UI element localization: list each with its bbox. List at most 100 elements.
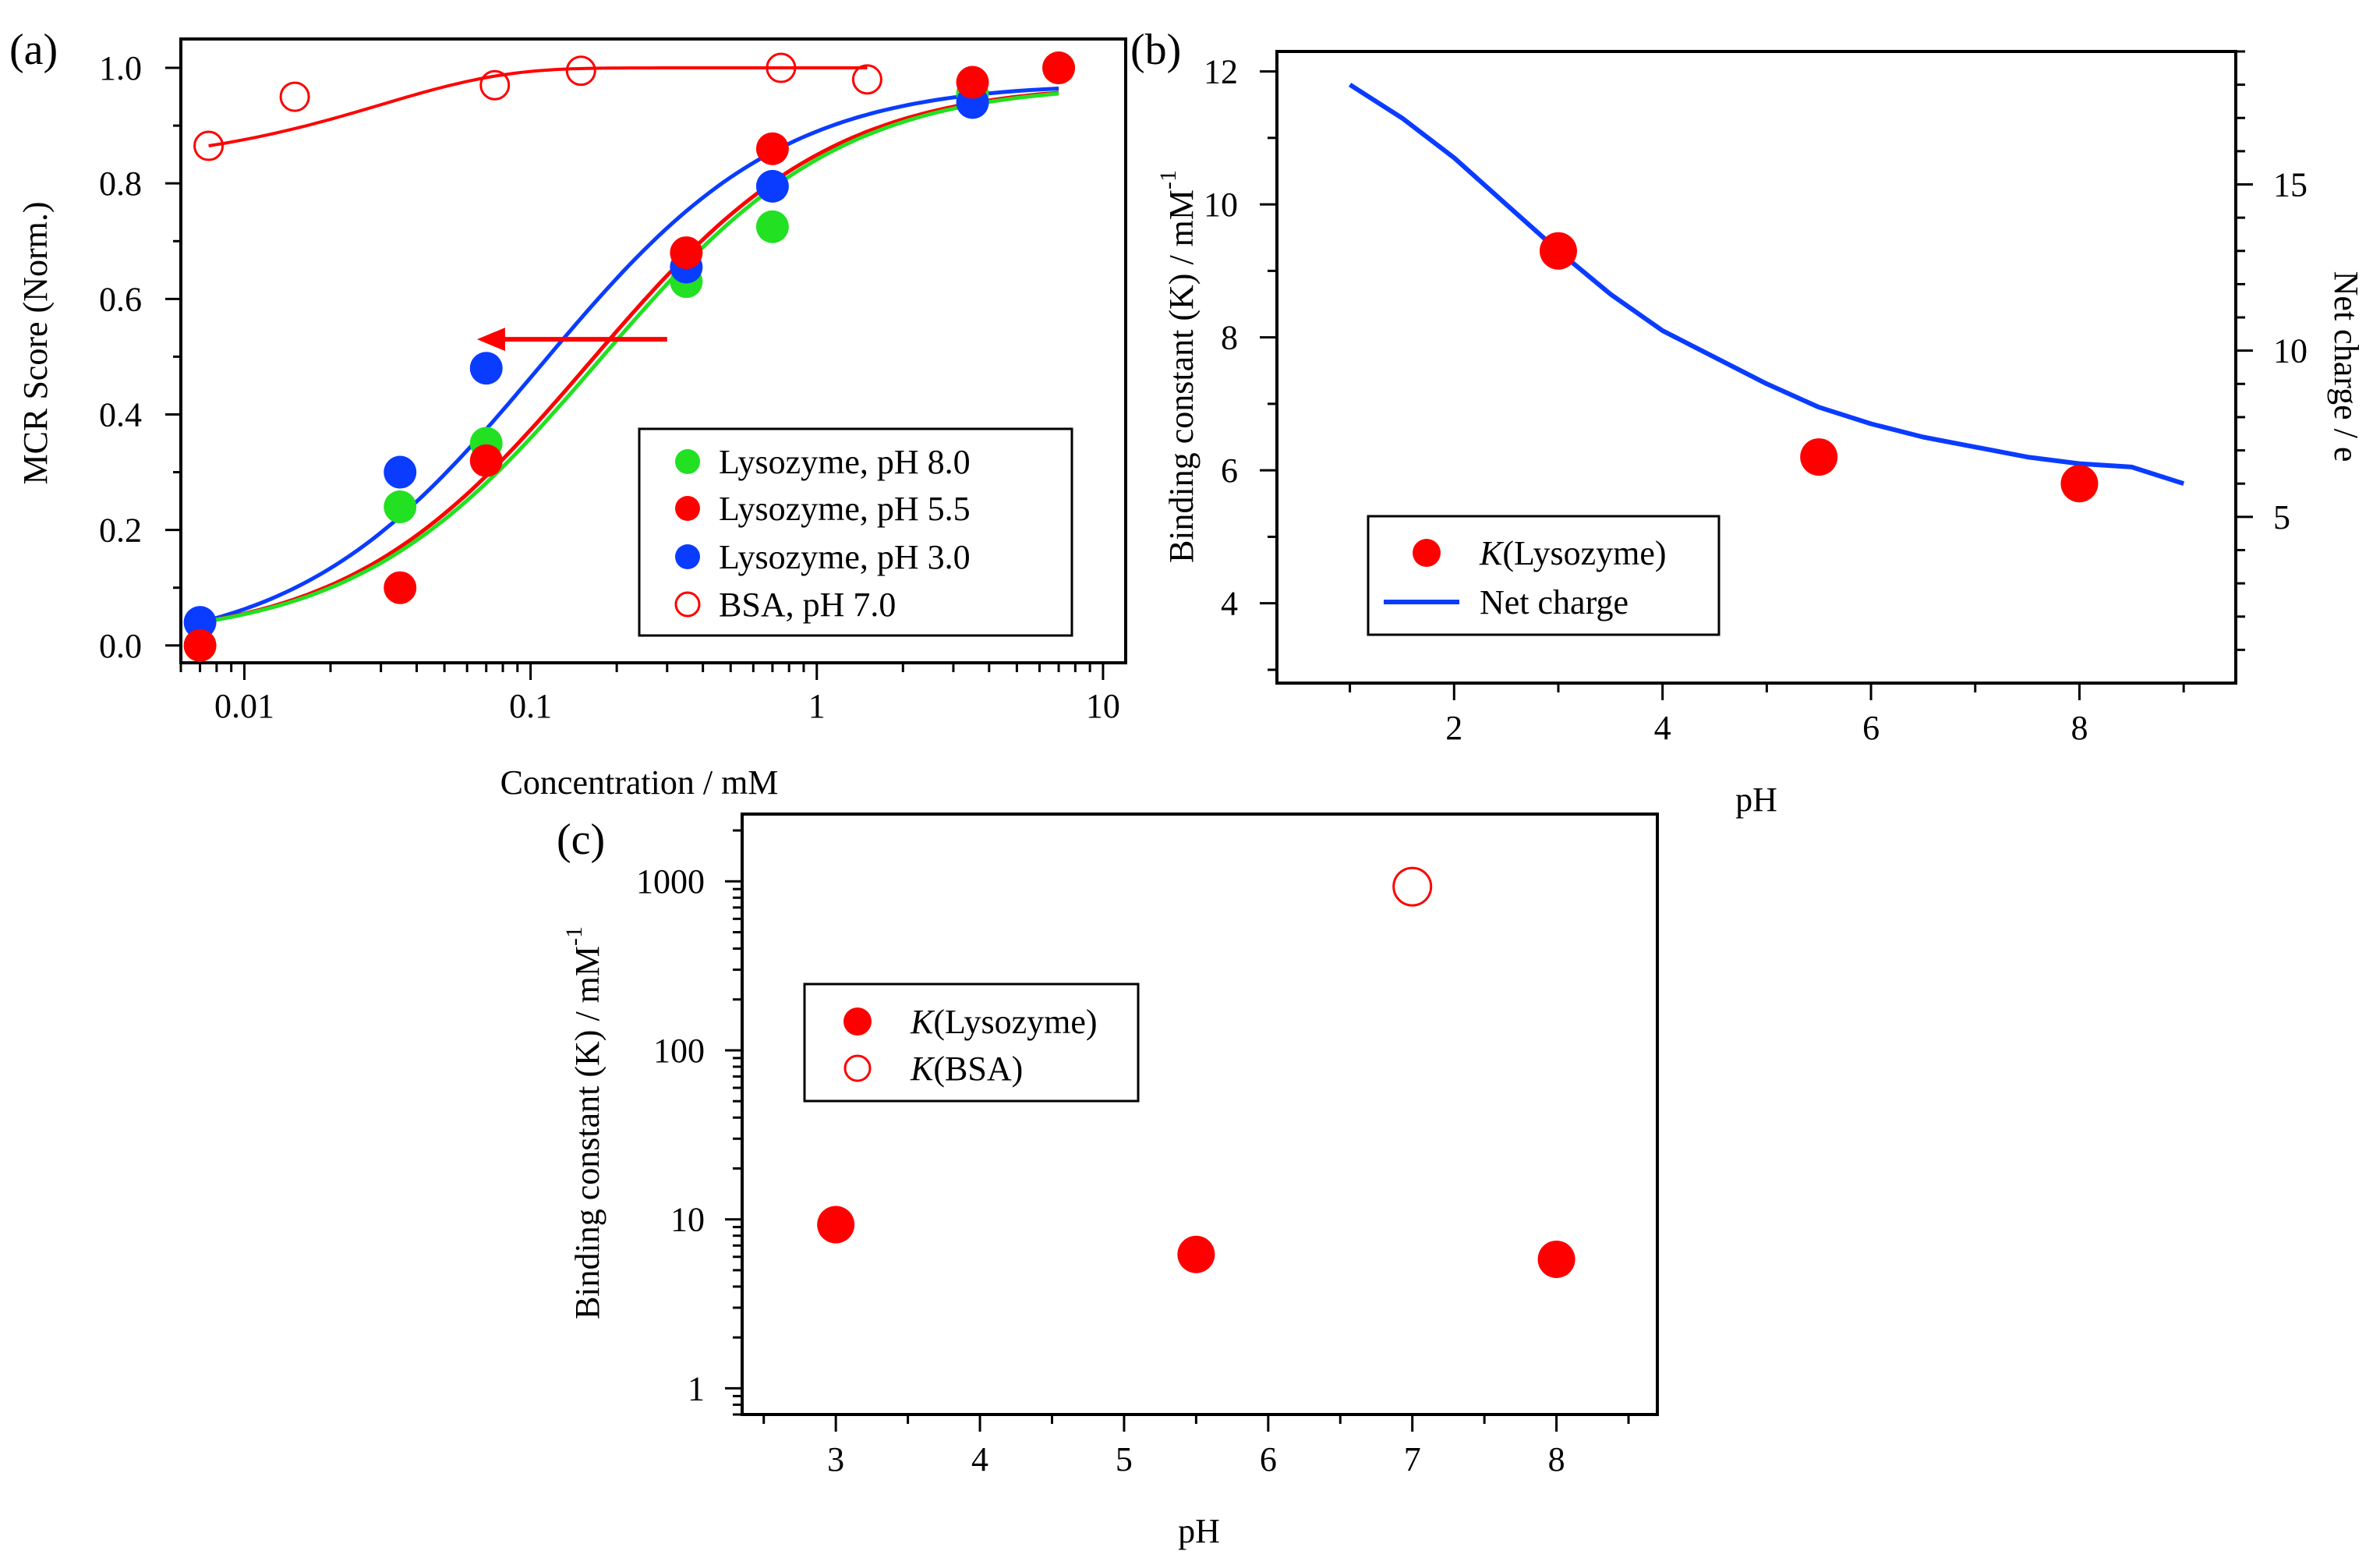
y-tick-label: 6 (1221, 451, 1238, 490)
panel-a-ylabel: MCR Score (Norm.) (16, 202, 55, 485)
panel-b-xlabel: pH (1735, 781, 1777, 819)
fit-curve-bsa (208, 66, 868, 147)
panel-b-x-axis: 2 4 6 8 (1349, 683, 2185, 747)
panel-b-y2label: Net charge / e (2327, 271, 2365, 462)
y-tick-label: 12 (1204, 53, 1238, 91)
y-tick-label: 4 (1221, 585, 1238, 623)
data-point-series-0 (384, 490, 417, 523)
y2-tick-label: 5 (2273, 498, 2290, 536)
panel-b-ylabel-main: Binding constant (K) / mM (1162, 189, 1201, 563)
legend-marker-lyso-ph3 (675, 544, 700, 569)
legend-label-lyso-ph8: Lysozyme, pH 8.0 (719, 443, 971, 481)
panel-b-net-charge-line (1348, 83, 2185, 487)
data-point-series-2 (755, 169, 789, 203)
legend-label-net-charge: Net charge (1480, 583, 1629, 621)
k-lysozyme-point (1800, 438, 1838, 476)
legend-marker-k-lysozyme-c (843, 1007, 872, 1036)
panel-b-markers (1539, 232, 2099, 503)
x-tick-label: 8 (1548, 1440, 1565, 1478)
data-point-series-2 (384, 455, 417, 489)
data-point-series-1 (956, 66, 989, 99)
legend-label-k-rest: (Lysozyme) (1502, 534, 1666, 572)
data-point-series-1 (670, 236, 703, 270)
x-tick-label: 0.01 (214, 687, 274, 725)
panel-b-ylabel-superscript: -1 (1155, 170, 1181, 189)
panel-c-y-axis: 1 10 100 1000 (636, 829, 742, 1416)
legend-label-k-bsa-italic: K (910, 1050, 935, 1088)
x-tick-label: 3 (827, 1440, 844, 1478)
panel-c-ylabel-superscript: -1 (561, 926, 587, 946)
panel-c-ylabel-group: Binding constant (K) / mM-1 (561, 926, 606, 1319)
legend-marker-bsa-ph7 (674, 591, 701, 618)
y2-tick-label: 15 (2273, 166, 2308, 204)
legend-label-k-italic: K (1479, 534, 1505, 572)
y-tick-label: 10 (1204, 186, 1238, 224)
legend-label-k-rest-c: (Lysozyme) (933, 1003, 1097, 1041)
panel-c-label: (c) (557, 816, 605, 864)
data-point-series-3 (565, 55, 596, 87)
k-lysozyme-point (1539, 232, 1577, 270)
panel-a-xlabel: Concentration / mM (500, 763, 779, 802)
panel-a: (a) 0.01 0.1 1 10 0.0 0.2 0.4 0.6 0.8 1.0 Concen… (9, 26, 1127, 802)
y-tick-label: 0.0 (99, 627, 142, 665)
y-tick-label: 1 (688, 1369, 705, 1407)
fit-curve-1 (200, 90, 1059, 625)
x-tick-label: 0.1 (509, 687, 552, 725)
panel-b-legend: K(Lysozyme) Net charge (1367, 515, 1720, 636)
y-tick-label: 1000 (636, 862, 705, 901)
arrow-head (476, 328, 505, 352)
x-tick-label: 6 (1260, 1440, 1277, 1478)
panel-a-y-axis: 0.0 0.2 0.4 0.6 0.8 1.0 (99, 49, 181, 665)
legend-marker-k-lysozyme (1413, 539, 1441, 567)
panel-b-label: (b) (1130, 26, 1181, 74)
panel-a-fit-curves (199, 66, 1059, 625)
data-point-series-1 (384, 571, 417, 604)
panel-a-x-axis: 0.01 0.1 1 10 (179, 663, 1120, 725)
data-point-series-1 (1042, 51, 1076, 85)
data-point-series-0 (755, 210, 789, 243)
panel-b-plot-frame (1275, 50, 2237, 685)
panel-b-ylabel: Binding constant (K) / mM-1 (1155, 170, 1201, 563)
y-tick-label: 0.4 (99, 395, 142, 434)
x-tick-label: 2 (1445, 709, 1462, 747)
x-tick-label: 8 (2071, 709, 2088, 747)
data-point-series-0 (817, 1206, 855, 1244)
net-charge-line (1348, 83, 2185, 487)
data-point-series-2 (469, 352, 503, 385)
x-tick-label: 5 (1116, 1440, 1133, 1478)
legend-label-k-bsa-rest: (BSA) (933, 1050, 1023, 1088)
panel-a-markers (183, 51, 1076, 662)
panel-c-plot-frame (741, 813, 1659, 1416)
y-tick-label: 1.0 (99, 49, 142, 87)
y-tick-label: 0.2 (99, 512, 142, 550)
panel-a-legend-box (638, 427, 1073, 637)
panel-a-legend: Lysozyme, pH 8.0 Lysozyme, pH 5.5 Lysozy… (638, 427, 1073, 637)
panel-c-x-axis: 3 4 5 6 7 8 (762, 1415, 1630, 1478)
x-tick-label: 10 (1086, 687, 1120, 725)
legend-label-bsa-ph7: BSA, pH 7.0 (719, 586, 896, 624)
panel-c-legend: K(Lysozyme) K(BSA) (803, 983, 1140, 1103)
panel-b-legend-box (1367, 515, 1720, 636)
legend-label-k-lysozyme: K(Lysozyme) (1479, 534, 1667, 572)
x-tick-label: 1 (808, 687, 826, 725)
legend-label-lyso-ph3: Lysozyme, pH 3.0 (719, 538, 971, 576)
data-point-series-1 (755, 132, 789, 165)
x-tick-label: 6 (1862, 709, 1880, 747)
y-tick-label: 100 (653, 1032, 705, 1070)
legend-marker-lyso-ph8 (675, 449, 700, 474)
data-point-series-2 (183, 606, 217, 639)
legend-marker-lyso-ph55 (675, 496, 700, 521)
x-tick-label: 4 (1654, 709, 1671, 747)
data-point-series-1 (1392, 866, 1433, 907)
panel-c-markers (817, 866, 1575, 1278)
data-point-series-3 (851, 64, 882, 95)
panel-c-ylabel: Binding constant (K) / mM-1 (561, 926, 606, 1319)
data-point-series-3 (279, 81, 310, 112)
k-lysozyme-point (2060, 465, 2099, 503)
x-tick-label: 7 (1404, 1440, 1421, 1478)
panel-a-annotations (476, 328, 667, 352)
data-point-series-1 (183, 628, 217, 662)
panel-b-y-axis-right: 5 10 15 (2236, 50, 2308, 651)
y-tick-label: 10 (670, 1201, 705, 1239)
